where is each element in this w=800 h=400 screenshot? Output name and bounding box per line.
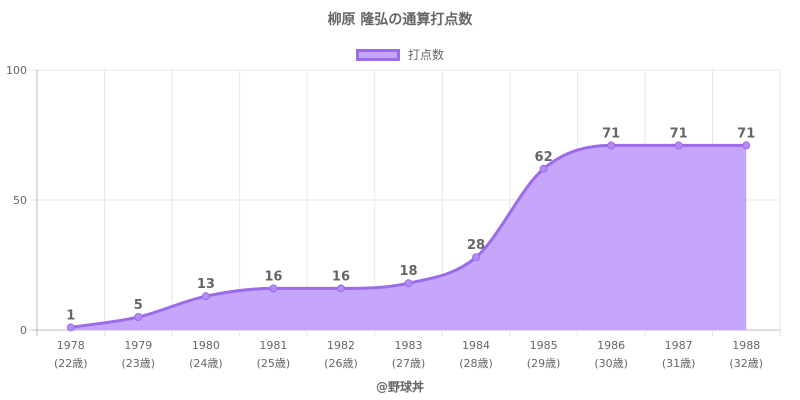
data-point [134,313,143,321]
data-point [269,284,278,293]
x-tick-label: 1982 [327,339,355,352]
x-tick-age-label: (32歳) [729,357,763,370]
x-tick-label: 1980 [192,339,220,352]
data-point [539,164,548,173]
legend-label: 打点数 [407,48,444,62]
data-label: 18 [399,264,417,279]
data-point [404,279,413,288]
data-point [472,253,481,262]
x-tick-label: 1979 [124,339,152,352]
data-label: 1 [66,308,75,323]
x-tick-label: 1988 [732,339,760,352]
y-tick-label: 0 [20,324,27,337]
x-tick-age-label: (31歳) [662,357,696,370]
data-point [66,323,75,332]
data-label: 28 [467,238,485,253]
x-tick-age-label: (30歳) [594,357,628,370]
data-point [674,141,683,150]
data-label: 71 [602,126,620,141]
x-tick-age-label: (27歳) [392,357,426,370]
x-tick-age-label: (26歳) [324,357,358,370]
data-point [607,141,616,150]
x-tick-label: 1978 [57,339,85,352]
x-tick-label: 1983 [395,339,423,352]
series-area [70,145,747,330]
data-label: 16 [264,269,282,284]
x-tick-age-label: (29歳) [527,357,561,370]
x-tick-age-label: (28歳) [459,357,493,370]
legend-swatch [355,48,400,61]
x-tick-age-label: (25歳) [257,357,291,370]
x-tick-age-label: (24歳) [189,357,223,370]
x-tick-age-label: (22歳) [54,357,88,370]
chart-title: 柳原 隆弘の通算打点数 [327,12,473,28]
data-label: 71 [737,126,755,141]
x-tick-label: 1986 [597,339,625,352]
x-tick-age-label: (23歳) [122,357,156,370]
data-label: 13 [197,277,215,292]
y-tick-label: 100 [6,64,27,77]
y-tick-label: 50 [13,194,27,207]
x-tick-label: 1981 [259,339,287,352]
data-label: 62 [535,150,553,165]
data-label: 71 [670,126,688,141]
x-tick-label: 1987 [665,339,693,352]
x-tick-label: 1985 [530,339,558,352]
data-label: 16 [332,269,350,284]
credit-label: @野球丼 [375,380,424,394]
data-point [742,141,751,150]
x-tick-label: 1984 [462,339,490,352]
data-point [201,292,210,301]
data-label: 5 [134,298,143,313]
legend[interactable]: 打点数 [0,46,800,63]
data-point [336,284,345,293]
